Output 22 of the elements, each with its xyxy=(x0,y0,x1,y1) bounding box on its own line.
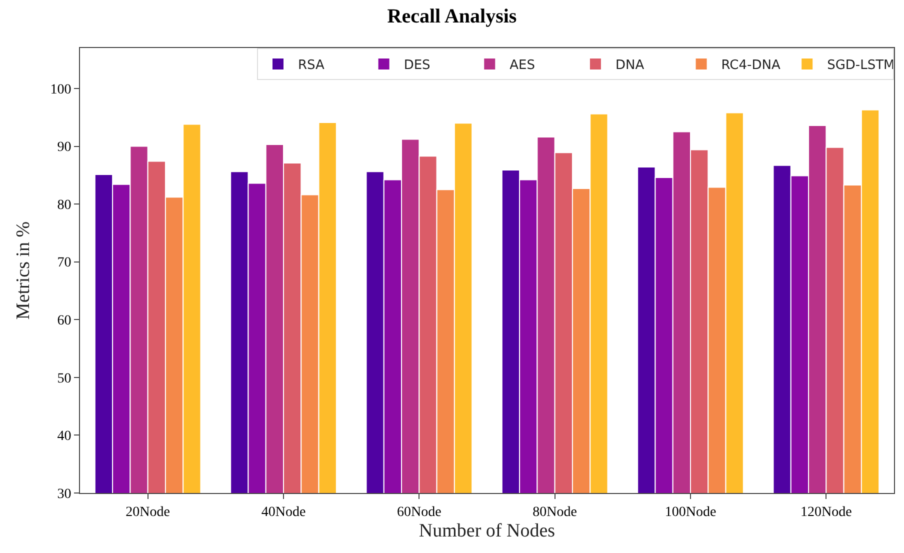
legend-label: DES xyxy=(404,58,430,74)
x-tick-label: 100Node xyxy=(664,504,716,520)
x-tick-label: 60Node xyxy=(397,504,442,520)
x-tick-label: 80Node xyxy=(532,504,577,520)
legend-label: DNA xyxy=(615,58,644,74)
y-tick-label: 100 xyxy=(50,82,72,98)
y-tick-label: 90 xyxy=(57,140,72,156)
x-axis-title: Number of Nodes xyxy=(418,520,556,542)
y-tick-label: 80 xyxy=(57,198,72,213)
chart-title: Recall Analysis xyxy=(387,5,517,28)
legend-label: RC4-DNA xyxy=(721,58,780,74)
y-axis-title: Metrics in % xyxy=(13,221,34,320)
y-tick-label: 70 xyxy=(57,256,72,271)
x-tick-label: 40Node xyxy=(261,504,306,520)
legend-label: RSA xyxy=(298,58,325,74)
y-tick-label: 40 xyxy=(57,429,72,444)
y-tick-label: 60 xyxy=(57,314,72,329)
y-tick-label: 50 xyxy=(57,371,72,386)
legend-label: AES xyxy=(510,58,535,74)
x-tick-label: 120Node xyxy=(800,504,852,520)
y-tick-label: 30 xyxy=(57,486,72,502)
x-tick-label: 20Node xyxy=(126,504,170,520)
